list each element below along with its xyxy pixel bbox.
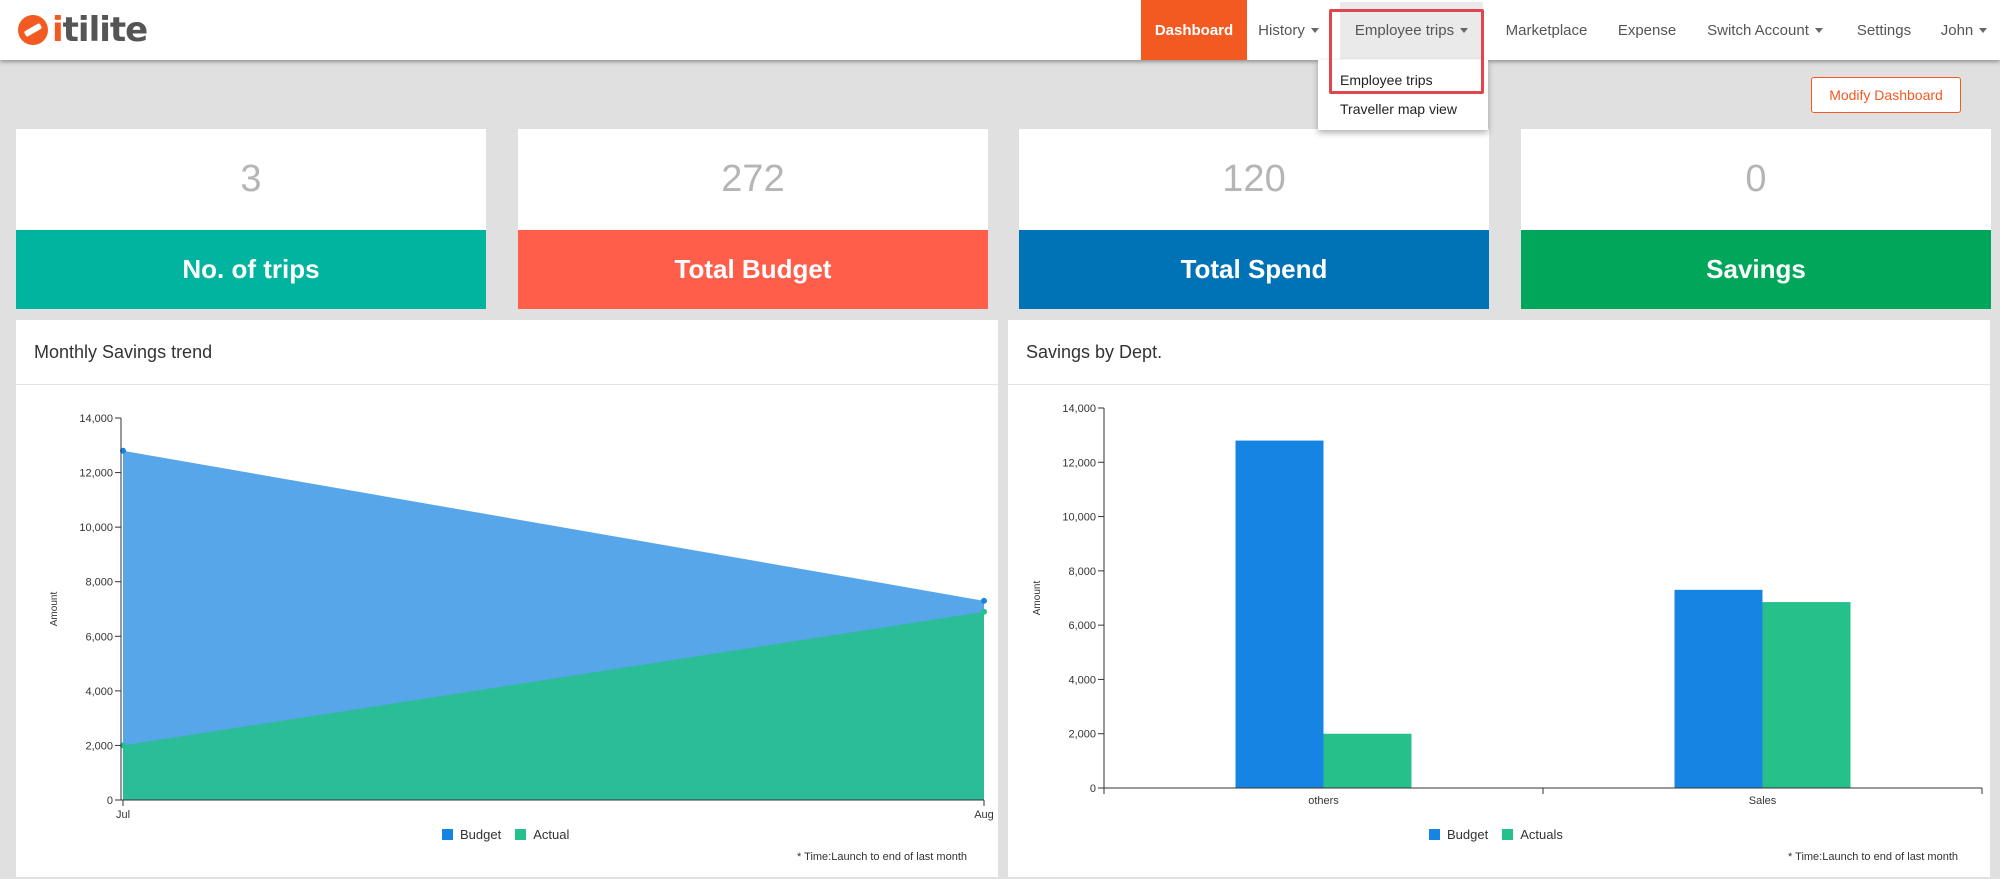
legend-swatch [442,829,453,840]
kpi-label: Total Budget [518,230,988,309]
y-tick-label: 12,000 [79,468,113,480]
y-tick-label: 10,000 [1062,512,1096,524]
legend-swatch [1502,829,1514,840]
savings-trend-chart: 0 2,000 4,000 6,000 8,000 10,000 12,000 14,000 A… [49,413,994,821]
logo-mark-icon [18,15,48,45]
kpi-card-spend: 120 Total Spend [1019,129,1489,309]
nav-settings[interactable]: Settings [1856,21,1912,39]
bar-actuals [1323,733,1412,788]
y-tick-label: 12,000 [1062,457,1096,469]
kpi-card-budget: 272 Total Budget [518,129,988,309]
nav-dashboard[interactable]: Dashboard [1141,0,1247,60]
itilite-logo[interactable]: itilite [18,8,149,52]
kpi-card-savings: 0 Savings [1521,129,1991,309]
nav-expense[interactable]: Expense [1617,21,1677,39]
kpi-label: No. of trips [16,230,486,309]
kpi-card-trips: 3 No. of trips [16,129,486,309]
y-tick-label: 6,000 [85,631,113,643]
chart-legend: Budget Actuals [1429,827,1577,842]
legend-item-actuals[interactable]: Actuals [1502,827,1563,842]
chart-footnote: * Time:Launch to end of last month [1788,851,1958,863]
kpi-value: 3 [240,158,262,200]
y-tick-label: 14,000 [1062,403,1096,415]
panel-title: Monthly Savings trend [34,342,213,362]
chevron-down-icon [1460,28,1469,33]
kpi-value: 272 [721,158,785,200]
chevron-down-icon [1814,27,1823,33]
monthly-savings-panel: Monthly Savings trend 0 2,000 4,000 6,000 8,… [16,320,998,877]
nav-marketplace[interactable]: Marketplace [1505,21,1588,39]
x-tick-label: Aug [974,809,994,821]
y-tick-label: 0 [1090,783,1096,795]
legend-item-budget[interactable]: Budget [1429,827,1488,842]
y-tick-label: 2,000 [85,740,113,752]
y-tick-label: 8,000 [85,577,113,589]
y-tick-label: 6,000 [1068,620,1096,632]
panel-title: Savings by Dept. [1026,342,1163,362]
nav-history[interactable]: History [1247,0,1330,60]
nav-switch-account[interactable]: Switch Account [1690,0,1840,60]
chevron-down-icon [1979,27,1988,33]
legend-item-budget[interactable]: Budget [442,827,501,842]
logo-text: tilite [62,10,149,50]
kpi-label: Savings [1521,230,1991,309]
y-tick-label: 0 [107,795,113,807]
divider [16,384,998,385]
bar-budget [1235,440,1324,788]
kpi-label: Total Spend [1019,230,1489,309]
logo-accent: i [52,10,64,50]
x-tick-label: others [1308,795,1339,807]
kpi-value: 0 [1745,158,1767,200]
y-tick-label: 10,000 [79,522,113,534]
x-tick-label: Sales [1749,795,1777,807]
dropdown-item-traveller-map-view[interactable]: Traveller map view [1340,101,1457,117]
legend-swatch [515,829,527,840]
nav-employee-trips[interactable]: Employee trips [1340,2,1483,59]
y-tick-label: 4,000 [85,686,113,698]
data-point-budget [981,597,987,604]
chart-footnote: * Time:Launch to end of last month [797,851,967,863]
y-tick-label: 4,000 [1068,674,1096,686]
chart-legend: Budget Actual [442,827,583,842]
y-axis-label: Amount [49,592,60,627]
employee-trips-dropdown: Employee trips Traveller map view [1318,60,1488,130]
bar-budget [1674,589,1763,788]
data-point-actual [981,608,987,615]
area-actual [123,611,984,800]
x-tick-label: Jul [116,809,130,821]
bar-actuals [1762,602,1851,788]
nav-user-menu[interactable]: John [1928,0,2000,60]
y-axis-label: Amount [1032,581,1043,616]
y-tick-label: 14,000 [79,413,113,425]
divider [1008,384,1990,385]
chevron-down-icon [1310,27,1319,33]
y-tick-label: 2,000 [1068,729,1096,741]
y-tick-label: 8,000 [1068,566,1096,578]
legend-swatch [1429,829,1440,840]
kpi-value: 120 [1222,158,1286,200]
savings-by-dept-chart: others Sales 0 2,000 4,000 6,000 8,000 10,000 12… [1032,403,1983,807]
top-navbar: itilite Dashboard History Employee trips… [0,0,2000,60]
savings-by-dept-panel: Savings by Dept. others Sales 0 2,000 4,000 6… [1008,320,1990,877]
legend-item-actual[interactable]: Actual [515,827,569,842]
modify-dashboard-button[interactable]: Modify Dashboard [1811,77,1961,113]
dropdown-item-employee-trips[interactable]: Employee trips [1340,72,1433,88]
